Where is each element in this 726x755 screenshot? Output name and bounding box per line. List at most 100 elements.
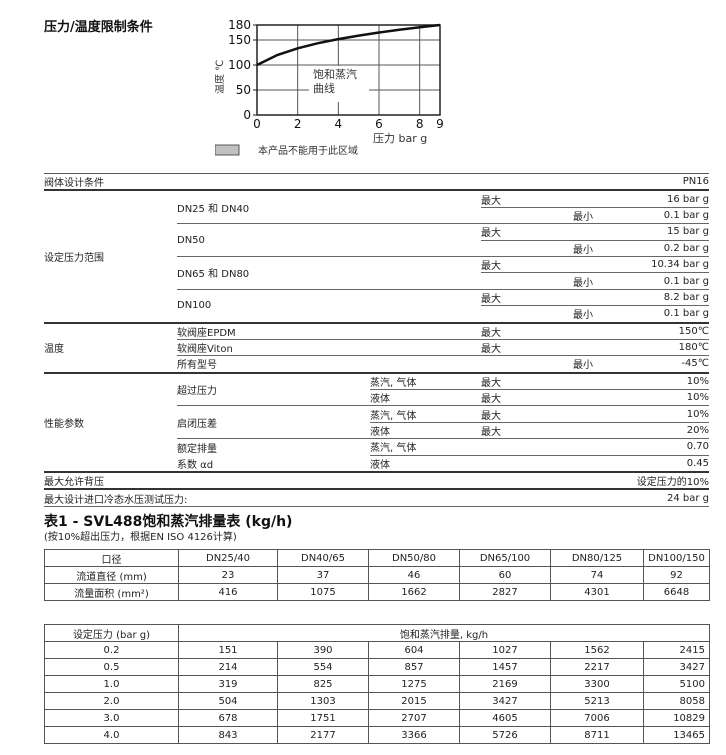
cell: 60 (459, 566, 551, 584)
kind-label: 最大 (481, 389, 573, 407)
saturation-curve (256, 23, 441, 67)
y-axis-label: 温度 ℃ (215, 60, 226, 94)
min-label: 最小 (573, 272, 640, 290)
max-label: 最大 (481, 190, 573, 208)
section-title: 压力/温度限制条件 (44, 20, 153, 35)
cell: 504 (178, 692, 278, 710)
annotation-line-2: 曲线 (313, 81, 335, 95)
cell: 流道直径 (mm) (44, 566, 179, 584)
back-pressure-row: 最大允许背压 设定压力的10% (44, 472, 709, 491)
kind-label: 最大 (481, 405, 573, 423)
item-label: 软阀座EPDM (177, 322, 481, 340)
cell: 1303 (277, 692, 369, 710)
cell: 2169 (459, 675, 551, 693)
medium-label: 蒸汽, 气体 (370, 438, 481, 456)
cell: 1457 (459, 658, 551, 676)
discharge-label: 额定排量 (177, 443, 217, 455)
medium-label: 液体 (370, 389, 481, 407)
cell: 319 (178, 675, 278, 693)
temperature-row: 软阀座Viton 最大 180℃ (44, 339, 709, 357)
x-axis-label: 压力 bar g (373, 132, 427, 145)
cell: 23 (178, 566, 278, 584)
value: 0.70 (640, 438, 709, 456)
capacity-header-row: 设定压力 (bar g) 饱和蒸汽排量, kg/h (44, 624, 710, 642)
set-pressure-label: 设定压力范围 (44, 190, 177, 324)
row-label: 最大允许背压 (44, 472, 573, 491)
hydro-test-row: 最大设计进口冷态水压测试压力: 24 bar g (44, 489, 709, 507)
header-cell: DN40/65 (277, 549, 369, 567)
item-label: 所有型号 (177, 355, 481, 374)
cell: 46 (368, 566, 460, 584)
header-cell: 饱和蒸汽排量, kg/h (178, 624, 710, 642)
cell: 843 (178, 726, 278, 744)
cell: 2415 (643, 641, 710, 659)
min-value: 0.1 bar g (640, 305, 709, 324)
medium-label: 液体 (370, 455, 481, 474)
performance-label: 性能参数 (44, 372, 177, 474)
performance-row: 启闭压差 蒸汽, 气体 最大 10% (44, 405, 709, 440)
performance-row: 性能参数 超过压力 蒸汽, 气体 最大 10% (44, 372, 709, 474)
cell: 857 (368, 658, 460, 676)
cell: 2827 (459, 583, 551, 601)
max-value: 15 bar g (640, 223, 709, 241)
kind-label: 最大 (481, 422, 573, 440)
min-label: 最小 (573, 207, 640, 225)
cell: 678 (178, 709, 278, 727)
cell: 1027 (459, 641, 551, 659)
cell: 1562 (550, 641, 644, 659)
cell: 3427 (643, 658, 710, 676)
cell: 8058 (643, 692, 710, 710)
set-pressure-row: 设定压力范围 DN25 和 DN40 最大 16 bar g (44, 190, 709, 324)
set-pressure-row: DN100 最大 8.2 bar g (44, 289, 709, 324)
size-label: DN25 和 DN40 (177, 190, 370, 225)
header-cell: DN80/125 (550, 549, 644, 567)
medium-label: 蒸汽, 气体 (370, 372, 481, 391)
capacity-row: 1.0 319 825 1275 2169 3300 5100 (44, 675, 710, 693)
temperature-row: 所有型号 最小 -45℃ (44, 355, 709, 374)
header-cell: DN50/80 (368, 549, 460, 567)
capacity-row: 0.5 214 554 857 1457 2217 3427 (44, 658, 710, 676)
cell: 37 (277, 566, 369, 584)
max-value: 8.2 bar g (640, 289, 709, 307)
temperature-label: 温度 (44, 322, 177, 374)
cell: 3.0 (44, 709, 179, 727)
plot-frame (256, 24, 441, 116)
value: 10% (640, 372, 709, 391)
header-cell: DN25/40 (178, 549, 278, 567)
cell: 1075 (277, 583, 369, 601)
min-label: 最小 (573, 240, 640, 257)
medium-label: 液体 (370, 422, 481, 440)
table1-subtitle: (按10%超出压力，根据EN ISO 4126计算) (44, 532, 237, 543)
set-pressure-row: 最小 0.1 bar g (44, 305, 709, 324)
capacity-table: 设定压力 (bar g) 饱和蒸汽排量, kg/h 0.2 151 390 604 10… (44, 624, 710, 744)
cell: 92 (643, 566, 710, 584)
row-value: PN16 (640, 173, 709, 192)
spec-table: 阀体设计条件 PN16 设定压力范围 DN25 和 DN40 最大 16 bar… (44, 173, 709, 507)
cell: 5100 (643, 675, 710, 693)
size-row: 流道直径 (mm) 23 37 46 60 74 92 (44, 566, 710, 584)
header-cell: DN65/100 (459, 549, 551, 567)
cell: 214 (178, 658, 278, 676)
header-cell: 口径 (44, 549, 179, 567)
value: -45℃ (640, 355, 709, 374)
x-tick-label: 4 (335, 117, 343, 131)
cell: 604 (368, 641, 460, 659)
cell: 10829 (643, 709, 710, 727)
min-value: 0.2 bar g (640, 240, 709, 257)
kind-label: 最大 (481, 322, 573, 340)
cell: 3427 (459, 692, 551, 710)
performance-row: 额定排量 蒸汽, 气体 0.70 (44, 438, 709, 456)
cell: 825 (277, 675, 369, 693)
max-value: 10.34 bar g (640, 256, 709, 274)
body-design-row: 阀体设计条件 PN16 (44, 173, 709, 192)
size-table: 口径 DN25/40 DN40/65 DN50/80 DN65/100 DN80/125 D… (44, 549, 710, 601)
capacity-row: 2.0 504 1303 2015 3427 5213 8058 (44, 692, 710, 710)
cell: 6648 (643, 583, 710, 601)
cell: 151 (178, 641, 278, 659)
capacity-row: 3.0 678 1751 2707 4605 7006 10829 (44, 709, 710, 727)
size-header-row: 口径 DN25/40 DN40/65 DN50/80 DN65/100 DN80/125 D… (44, 549, 710, 567)
annotation-bg (309, 66, 369, 102)
header-cell: DN100/150 (643, 549, 710, 567)
performance-row: 系数 αd 液体 0.45 (44, 455, 709, 474)
